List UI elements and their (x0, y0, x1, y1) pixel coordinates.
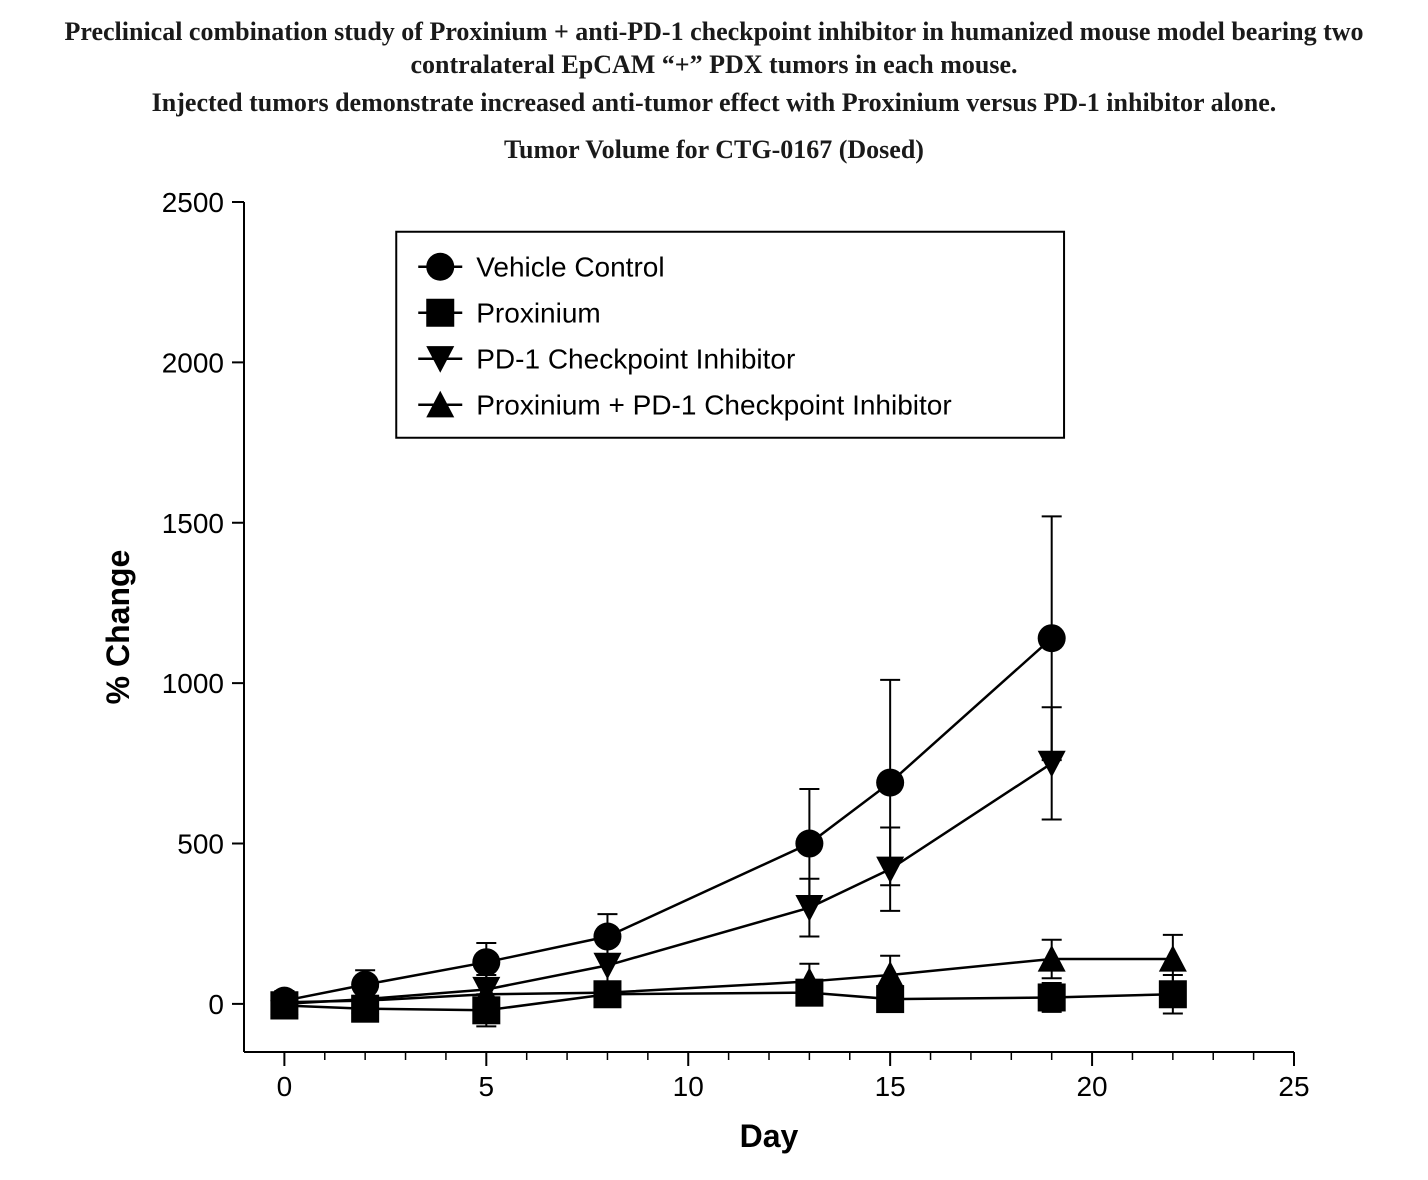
series-vehicle-marker circle-icon (795, 830, 823, 858)
series-vehicle-marker circle-icon (1038, 624, 1066, 652)
y-tick-label: 500 (177, 829, 224, 860)
series-vehicle-marker circle-icon (593, 923, 621, 951)
title-block: Preclinical combination study of Proxini… (0, 16, 1428, 166)
legend-label-proxinium: Proxinium (476, 298, 600, 329)
legend-label-combo: Proxinium + PD-1 Checkpoint Inhibitor (476, 390, 951, 421)
x-axis-label: Day (740, 1118, 799, 1154)
series-proxinium-marker square-icon (876, 985, 904, 1013)
series-line-pd1 (284, 763, 1051, 1004)
x-tick-label: 0 (277, 1071, 293, 1102)
series-proxinium-marker square-icon (795, 979, 823, 1007)
series-proxinium-marker square-icon (270, 991, 298, 1019)
series-vehicle-marker circle-icon (472, 948, 500, 976)
y-tick-label: 2500 (162, 187, 224, 218)
series-pd1-marker triangle-down-icon (1038, 751, 1066, 778)
legend-proxinium-marker square-icon (426, 299, 454, 327)
series-proxinium-marker square-icon (351, 995, 379, 1023)
series-proxinium-marker square-icon (472, 996, 500, 1024)
series-line-vehicle (284, 638, 1051, 1000)
y-tick-label: 1000 (162, 668, 224, 699)
x-tick-label: 25 (1278, 1071, 1309, 1102)
title-line-3: Tumor Volume for CTG-0167 (Dosed) (20, 134, 1408, 167)
y-tick-label: 1500 (162, 508, 224, 539)
tumor-volume-chart: 0 500 1000 1500 2000 2500 0 5 10 15 20 25 Day % Chang… (74, 172, 1354, 1172)
page-root: Preclinical combination study of Proxini… (0, 0, 1428, 1180)
series-proxinium-marker square-icon (1038, 983, 1066, 1011)
legend-vehicle-marker circle-icon (426, 253, 454, 281)
series-proxinium-marker square-icon (1159, 980, 1187, 1008)
title-line-2: Injected tumors demonstrate increased an… (20, 87, 1408, 120)
legend-label-pd1: PD-1 Checkpoint Inhibitor (476, 344, 795, 375)
series-proxinium-marker square-icon (593, 980, 621, 1008)
x-tick-label: 20 (1076, 1071, 1107, 1102)
x-tick-label: 10 (673, 1071, 704, 1102)
x-tick-label: 5 (479, 1071, 495, 1102)
legend-label-vehicle: Vehicle Control (476, 252, 664, 283)
title-line-1: Preclinical combination study of Proxini… (40, 16, 1388, 81)
x-tick-label: 15 (875, 1071, 906, 1102)
series-pd1-marker triangle-down-icon (876, 857, 904, 884)
y-tick-label: 2000 (162, 347, 224, 378)
y-tick-label: 0 (208, 989, 224, 1020)
chart-container: 0 500 1000 1500 2000 2500 0 5 10 15 20 25 Day % Chang… (74, 172, 1354, 1172)
series-vehicle-marker circle-icon (876, 769, 904, 797)
series-pd1-marker triangle-down-icon (795, 895, 823, 922)
y-axis-label: % Change (100, 550, 136, 705)
